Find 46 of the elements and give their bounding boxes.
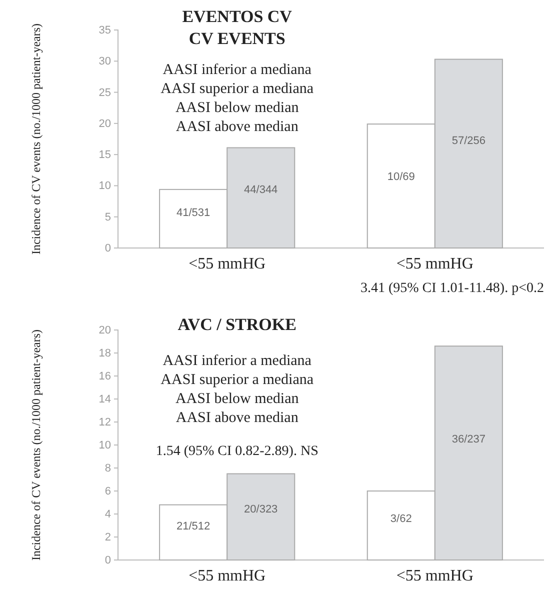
y-tick-label: 14: [98, 394, 111, 406]
chart-title: AVC / STROKE: [178, 315, 296, 334]
chart-subtitle: CV EVENTS: [188, 29, 286, 48]
text: 3.41 (95% CI 1.01-11.48). p<0.2: [360, 281, 544, 296]
data-label: 36/237: [452, 433, 486, 446]
y-tick-label: 25: [98, 86, 111, 99]
y-tick-label: 20: [98, 118, 111, 130]
annotation: AASI below median: [175, 100, 300, 116]
data-label: 3/62: [390, 513, 412, 526]
data-label: 20/323: [244, 504, 278, 516]
y-axis-title: Incidence of CV events (no./1000 patient-years): [29, 329, 43, 561]
y-tick-label: 2: [104, 532, 111, 544]
y-tick-label: 5: [104, 211, 111, 224]
annotation: AASI above median: [176, 119, 299, 135]
y-tick-label: 10: [98, 440, 111, 452]
data-label: 44/344: [244, 184, 278, 196]
annotation: AASI inferior a mediana: [162, 62, 312, 78]
y-tick-label: 4: [104, 508, 111, 521]
data-label: 10/69: [387, 170, 415, 183]
y-tick-label: 12: [98, 416, 111, 429]
x-tick-label: <55 mmHG: [188, 256, 266, 273]
y-tick-label: 35: [98, 24, 111, 37]
x-tick-label: <55 mmHG: [188, 568, 266, 585]
y-tick-label: 10: [98, 180, 111, 192]
y-tick-label: 6: [104, 486, 111, 498]
y-tick-label: 0: [104, 554, 111, 567]
y-axis-title: Incidence of CV events (no./1000 patient-years): [29, 23, 43, 255]
annotation: AASI superior a mediana: [160, 372, 314, 388]
y-tick-label: 30: [98, 56, 111, 68]
annotation: AASI above median: [176, 410, 299, 426]
chart-title: EVENTOS CV: [182, 7, 293, 26]
annotation: AASI inferior a mediana: [162, 353, 312, 369]
annotation: AASI below median: [175, 391, 300, 407]
x-tick-label: <55 mmHG: [396, 568, 474, 585]
y-tick-label: 18: [98, 348, 111, 360]
y-tick-label: 16: [98, 370, 111, 383]
data-label: 41/531: [176, 206, 210, 219]
y-tick-label: 8: [104, 462, 111, 475]
annotation: AASI superior a mediana: [160, 81, 314, 97]
annotation: 1.54 (95% CI 0.82-2.89). NS: [156, 444, 318, 459]
x-tick-label: <55 mmHG: [396, 256, 474, 273]
y-tick-label: 15: [98, 149, 111, 162]
data-label: 57/256: [452, 135, 486, 148]
y-tick-label: 20: [98, 324, 111, 337]
data-label: 21/512: [176, 520, 210, 533]
y-tick-label: 0: [104, 242, 111, 255]
